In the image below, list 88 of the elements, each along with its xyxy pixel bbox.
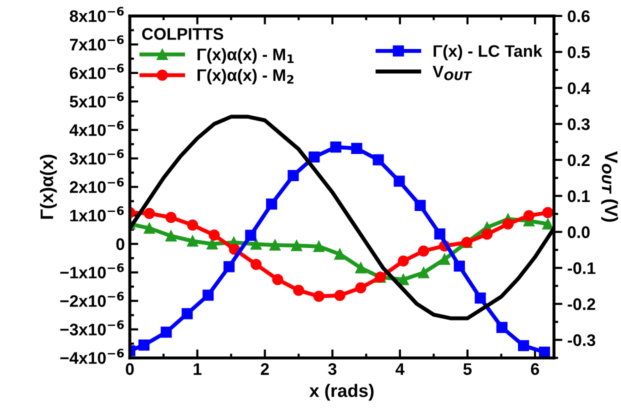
point [187, 235, 198, 247]
point [398, 274, 409, 286]
y-tick-label: 7x10$^{−6}$ [70, 35, 124, 51]
point [308, 151, 320, 163]
point [245, 230, 256, 241]
y2-tick-label: -0.1 [568, 262, 596, 274]
point [224, 261, 235, 272]
point [293, 284, 304, 296]
y-tick-label: 8x10$^{−6}$ [70, 6, 124, 22]
legend-title: COLPITTS [142, 28, 224, 40]
y-tick-label: −2x10$^{−6}$ [60, 292, 124, 307]
y2-tick-label: 0.5 [568, 46, 590, 58]
x-tick-label: 1 [194, 363, 202, 375]
y2-tick-label: 0.0 [568, 226, 590, 238]
y-tick-label: −4x10$^{−6}$ [60, 348, 124, 364]
y2-tick-label: -0.3 [568, 334, 596, 346]
x-tick-label: 4 [396, 363, 404, 375]
y-tick-label: 6x10$^{−6}$ [70, 64, 124, 80]
y-tick-label: 1x10$^{−6}$ [70, 206, 124, 222]
legend-label: Γ(x) - LC Tank [434, 44, 542, 60]
point [351, 142, 362, 154]
point [355, 262, 366, 274]
y2-tick-label: 0.2 [568, 154, 590, 166]
point [330, 141, 342, 153]
point [334, 290, 346, 302]
point [454, 260, 465, 272]
point [372, 154, 384, 166]
point [398, 255, 409, 267]
y-tick-label: 5x10$^{−6}$ [70, 92, 124, 108]
point [542, 218, 554, 230]
point [502, 218, 514, 230]
point [182, 308, 193, 320]
point [538, 346, 550, 358]
x-axis-title: x (rads) [309, 384, 374, 401]
point [394, 176, 405, 187]
point [518, 340, 530, 352]
y-tick-label: 2x10$^{−6}$ [70, 178, 124, 193]
point [523, 210, 534, 222]
y2-tick-label: 0.6 [568, 10, 590, 22]
x-tick-label: 5 [463, 363, 472, 375]
legend-label: Γ(x)α(x) - M$_{1}$ [198, 48, 294, 64]
y-tick-label: −1x10$^{−6}$ [60, 263, 124, 278]
point [482, 228, 493, 240]
point [165, 230, 177, 242]
x-tick-label: 3 [328, 363, 336, 375]
y-tick-label: 4x10$^{−6}$ [70, 120, 124, 136]
point [313, 240, 324, 252]
point [438, 254, 450, 265]
point [269, 239, 281, 251]
point [418, 245, 430, 257]
y2-axis-title: V$_{OUT}$ (V) [601, 151, 618, 222]
point [144, 222, 155, 234]
point [434, 228, 446, 240]
point [144, 208, 155, 219]
point [496, 322, 508, 333]
y2-tick-label: 0.4 [568, 82, 590, 94]
x-tick-label: 6 [530, 363, 540, 375]
point [206, 238, 218, 250]
legend-label: Γ(x)α(x) - M$_{2}$ [198, 68, 294, 84]
point [291, 240, 302, 252]
y-tick-label: 3x10$^{−6}$ [70, 149, 124, 165]
y-tick-label: −3x10$^{−6}$ [60, 320, 124, 336]
y2-tick-label: 0.3 [568, 118, 590, 130]
x-tick-label: 2 [260, 363, 269, 375]
x-tick-label: 0 [126, 363, 134, 375]
point [288, 170, 299, 182]
point [160, 326, 172, 338]
point [542, 207, 554, 218]
y-tick-label: 0 [116, 238, 124, 250]
point [266, 198, 278, 210]
point [250, 238, 262, 250]
point [187, 220, 198, 231]
point [138, 339, 150, 351]
point [250, 258, 262, 270]
point [208, 230, 220, 241]
y-axis-title: Γ(x)α(x) [40, 154, 57, 219]
y2-tick-label: 0.1 [568, 190, 590, 202]
point [272, 274, 284, 286]
y2-tick-label: -0.2 [568, 298, 596, 310]
point [202, 290, 214, 301]
point [414, 200, 426, 211]
point [474, 292, 486, 304]
point [165, 212, 177, 223]
point [334, 248, 346, 260]
legend-label: V$_{OUT}$ [432, 66, 472, 80]
point [355, 282, 366, 294]
point [418, 267, 430, 278]
point [313, 290, 324, 302]
